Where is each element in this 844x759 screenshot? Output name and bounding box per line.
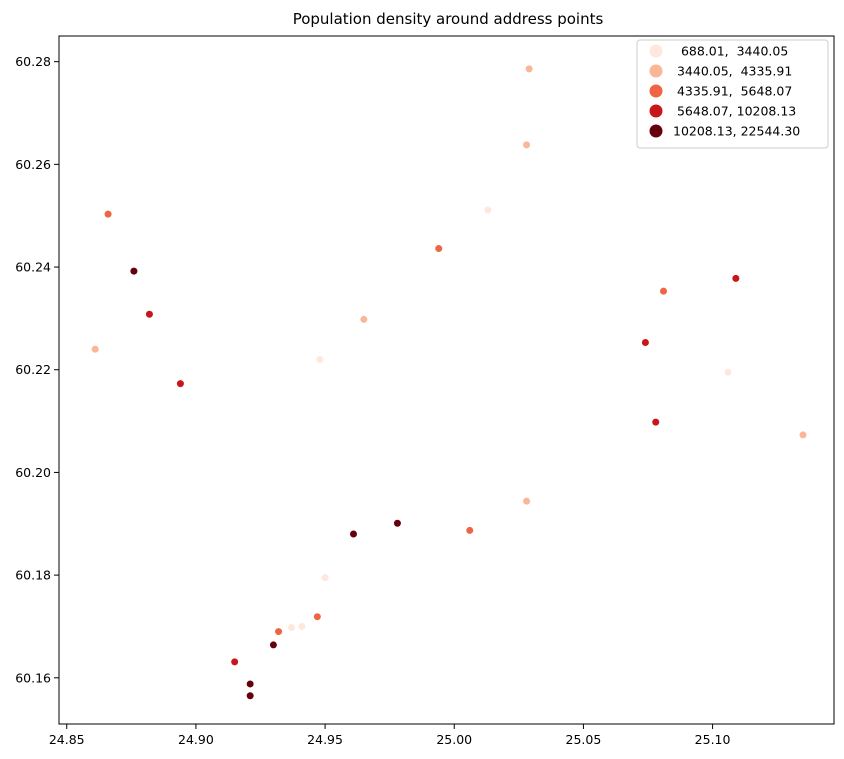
plot-area — [91, 65, 807, 700]
legend-marker — [649, 44, 663, 58]
data-point — [316, 355, 324, 363]
data-point — [393, 519, 401, 527]
x-axis: 24.85 24.90 24.95 25.00 25.05 25.10 — [49, 724, 731, 747]
data-point — [275, 628, 283, 636]
data-point — [360, 315, 368, 323]
x-tick-label: 25.05 — [566, 732, 602, 747]
y-tick-label: 60.22 — [15, 362, 51, 377]
x-tick-label: 25.00 — [436, 732, 472, 747]
data-point — [484, 206, 492, 214]
data-point — [145, 310, 153, 318]
data-point — [91, 345, 99, 353]
legend-marker — [649, 104, 663, 118]
y-axis: 60.16 60.18 60.20 60.22 60.24 60.26 60.28 — [15, 54, 59, 685]
data-point — [350, 530, 357, 538]
data-point — [321, 574, 329, 582]
data-point — [732, 274, 740, 282]
plot-frame — [58, 35, 835, 725]
legend-label: 10208.13, 22544.30 — [673, 124, 800, 139]
legend-label: 4335.91, 5648.07 — [673, 84, 792, 99]
x-tick-label: 24.90 — [178, 732, 214, 747]
data-point — [288, 623, 295, 631]
data-point — [130, 267, 138, 275]
y-tick-label: 60.20 — [15, 465, 51, 480]
data-point — [176, 380, 184, 388]
legend-label: 688.01, 3440.05 — [673, 44, 788, 59]
data-point — [246, 692, 254, 700]
y-tick-label: 60.16 — [15, 670, 51, 685]
x-tick-label: 25.10 — [695, 732, 731, 747]
data-point — [799, 431, 807, 439]
legend-label: 3440.05, 4335.91 — [673, 64, 792, 79]
data-point — [525, 65, 533, 73]
data-point — [246, 680, 254, 688]
y-tick-label: 60.26 — [15, 157, 51, 172]
data-point — [231, 658, 239, 666]
x-tick-label: 24.85 — [49, 732, 85, 747]
data-point — [523, 141, 531, 149]
data-point — [724, 368, 732, 376]
x-tick-label: 24.95 — [307, 732, 343, 747]
legend-marker — [649, 64, 663, 78]
data-point — [466, 526, 474, 534]
data-point — [269, 641, 277, 649]
data-point — [660, 287, 667, 295]
legend-box — [636, 39, 829, 149]
chart-title: Population density around address points — [293, 10, 604, 28]
legend: 688.01, 3440.05 3440.05, 4335.91 4335.91… — [636, 39, 829, 149]
data-point — [652, 418, 660, 426]
y-tick-label: 60.24 — [15, 260, 51, 275]
legend-marker — [649, 84, 663, 98]
data-point — [523, 497, 531, 505]
legend-label: 5648.07, 10208.13 — [673, 104, 796, 119]
data-point — [104, 210, 112, 218]
data-point — [313, 613, 321, 621]
y-tick-label: 60.28 — [15, 54, 51, 69]
y-tick-label: 60.18 — [15, 568, 51, 583]
legend-marker — [649, 124, 663, 138]
data-point — [298, 622, 306, 630]
data-point — [435, 245, 443, 253]
data-point — [641, 339, 649, 347]
